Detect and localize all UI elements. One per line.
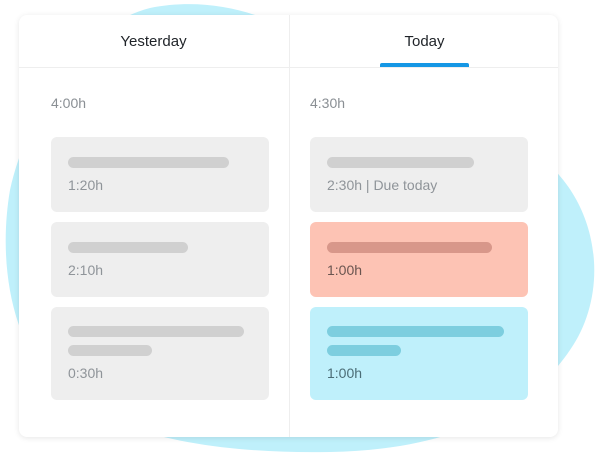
column-divider bbox=[289, 15, 290, 437]
task-card[interactable]: 2:10h bbox=[51, 222, 269, 297]
time-tracker-card: Yesterday Today 4:00h 1:20h 2:10h 0:30h … bbox=[19, 15, 558, 437]
tab-today[interactable]: Today bbox=[290, 15, 559, 67]
tab-today-label: Today bbox=[404, 32, 445, 50]
task-card[interactable]: 1:20h bbox=[51, 137, 269, 212]
task-title-placeholder bbox=[327, 326, 504, 337]
today-total-hours: 4:30h bbox=[310, 95, 346, 111]
tab-yesterday[interactable]: Yesterday bbox=[19, 15, 288, 67]
task-card[interactable]: 2:30h | Due today bbox=[310, 137, 528, 212]
task-duration: 2:30h | Due today bbox=[327, 177, 438, 193]
task-title-placeholder bbox=[327, 242, 492, 253]
task-duration: 1:20h bbox=[68, 177, 104, 193]
task-title-placeholder bbox=[68, 326, 244, 337]
task-card-highlighted[interactable]: 1:00h bbox=[310, 307, 528, 400]
task-duration: 2:10h bbox=[68, 262, 104, 278]
task-title-placeholder bbox=[68, 157, 229, 168]
tab-yesterday-label: Yesterday bbox=[120, 32, 187, 50]
task-duration: 0:30h bbox=[68, 365, 104, 381]
task-title-placeholder bbox=[68, 345, 152, 356]
task-card[interactable]: 0:30h bbox=[51, 307, 269, 400]
task-title-placeholder bbox=[327, 157, 474, 168]
task-duration: 1:00h bbox=[327, 365, 363, 381]
active-tab-indicator bbox=[380, 63, 469, 67]
task-title-placeholder bbox=[327, 345, 401, 356]
header-divider bbox=[19, 67, 558, 68]
task-card-highlighted[interactable]: 1:00h bbox=[310, 222, 528, 297]
task-title-placeholder bbox=[68, 242, 188, 253]
yesterday-total-hours: 4:00h bbox=[51, 95, 87, 111]
task-duration: 1:00h bbox=[327, 262, 363, 278]
